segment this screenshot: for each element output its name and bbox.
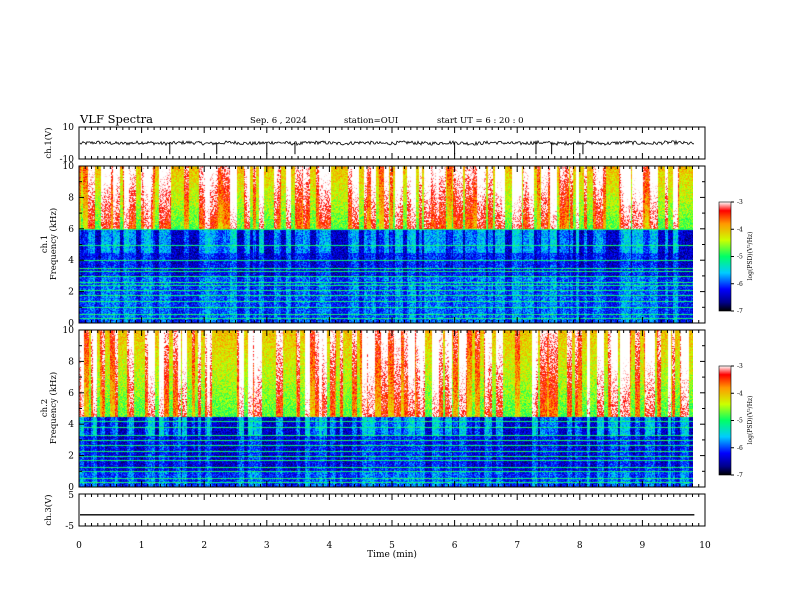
ch1-spectrogram-heatmap [79, 166, 693, 323]
freq-tick-label: 2 [68, 452, 74, 462]
x-tick-label: 10 [699, 541, 711, 551]
x-tick-label: 0 [76, 541, 82, 551]
date-label: Sep. 6 , 2024 [250, 116, 307, 126]
figure-title: VLF Spectra [79, 112, 153, 126]
ch1-spec-ylabel-freq: Frequency (kHz) [48, 208, 59, 280]
colorbar-tick-label: -3 [737, 199, 743, 206]
ch1-colorbar-gradient [718, 201, 732, 312]
colorbar-tick-label: -4 [737, 390, 743, 397]
ch2-spectrogram-panel: 0 2 4 6 8 10 ch.2 Frequency (kHz) [40, 326, 706, 493]
ch1-ytick-bottom: -10 [60, 155, 75, 165]
colorbar-tick-label: -3 [737, 363, 743, 370]
freq-tick-label: 8 [68, 193, 74, 203]
ch2-spectrogram-heatmap [79, 330, 693, 487]
ch2-spec-ylabel-freq: Frequency (kHz) [48, 372, 59, 444]
ch2-freq-ticks: 0 2 4 6 8 10 [63, 326, 706, 493]
x-tick-label: 6 [452, 541, 458, 551]
freq-tick-label: 0 [68, 483, 74, 493]
start-time-label: start UT = 6 : 20 : 0 [437, 116, 524, 126]
x-tick-label: 8 [577, 541, 583, 551]
ch3-ytick-top: 5 [68, 491, 74, 501]
ch3-ticks [78, 493, 706, 527]
ch1-ytick-top: 10 [63, 123, 75, 133]
ch1-waveform-panel: 10 -10 ch.1(V) [43, 123, 706, 165]
freq-tick-label: 2 [68, 288, 74, 298]
ch1-spec-ylabel-channel: ch.1 [40, 235, 50, 253]
x-tick-labels: 0 1 2 3 4 5 6 7 8 9 10 [76, 541, 711, 551]
ch1-waveform-line [79, 139, 695, 147]
ch2-spec-ylabel-channel: ch.2 [40, 399, 50, 417]
colorbar-tick-label: -7 [737, 472, 743, 479]
ch1-freq-ticks: 0 2 4 6 8 10 [63, 162, 706, 329]
x-tick-label: 2 [201, 541, 207, 551]
freq-tick-label: 10 [63, 162, 75, 172]
x-tick-label: 5 [389, 541, 395, 551]
freq-tick-label: 0 [68, 319, 74, 329]
x-tick-label: 1 [139, 541, 145, 551]
x-tick-label: 4 [327, 541, 333, 551]
x-tick-label: 9 [640, 541, 646, 551]
freq-tick-label: 4 [68, 256, 74, 266]
ch3-waveform-panel: 5 -5 ch.3(V) [43, 491, 706, 532]
ch2-colorbar-gradient [718, 365, 732, 476]
ch1-colorbar-label: log(PSD)(V²/Hz) [747, 232, 754, 281]
ch3-ylabel: ch.3(V) [43, 494, 54, 525]
ch2-colorbar-ticks: -3 -4 -5 -6 -7 [731, 363, 743, 479]
freq-tick-label: 4 [68, 420, 74, 430]
ch2-colorbar: -3 -4 -5 -6 -7 log(PSD)(V²/Hz) [718, 363, 754, 479]
freq-tick-label: 8 [68, 357, 74, 367]
x-axis-title: Time (min) [367, 549, 417, 560]
colorbar-tick-label: -6 [737, 445, 743, 452]
ch1-colorbar: -3 -4 -5 -6 -7 log(PSD)(V²/Hz) [718, 199, 754, 315]
freq-tick-label: 10 [63, 326, 75, 336]
freq-tick-label: 6 [68, 389, 74, 399]
ch2-colorbar-label: log(PSD)(V²/Hz) [747, 396, 754, 445]
x-tick-label: 7 [514, 541, 520, 551]
ch3-ytick-bottom: -5 [65, 522, 74, 532]
colorbar-tick-label: -7 [737, 308, 743, 315]
ch1-spectrogram-panel: 0 2 4 6 8 10 ch.1 Frequency (kHz) [40, 162, 706, 329]
colorbar-tick-label: -4 [737, 226, 743, 233]
ch1-ylabel: ch.1(V) [43, 127, 54, 158]
ch1-ticks [78, 126, 706, 160]
freq-tick-label: 6 [68, 225, 74, 235]
colorbar-tick-label: -5 [737, 254, 743, 261]
x-tick-label: 3 [264, 541, 270, 551]
ch1-colorbar-ticks: -3 -4 -5 -6 -7 [731, 199, 743, 315]
colorbar-tick-label: -6 [737, 281, 743, 288]
colorbar-tick-label: -5 [737, 418, 743, 425]
station-label: station=OUI [344, 116, 398, 126]
